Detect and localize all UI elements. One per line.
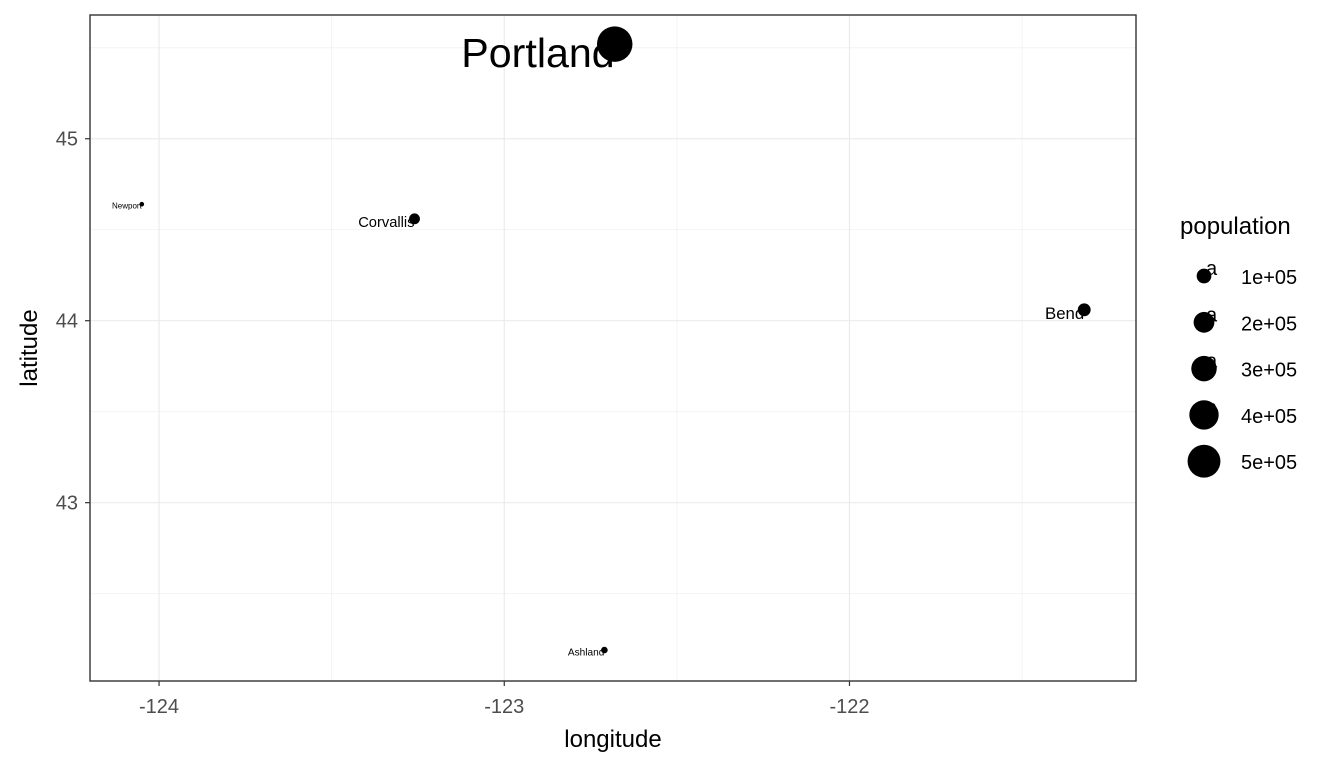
legend-key-glyph: a xyxy=(1206,258,1218,280)
legend-entry-label: 3e+05 xyxy=(1241,360,1297,382)
x-axis-ticks: -124 -123 -122 xyxy=(139,681,869,718)
grid-lines xyxy=(90,15,1136,681)
data-points xyxy=(139,26,1091,654)
legend-key-circle xyxy=(1187,444,1221,478)
y-axis-ticks: 43 44 45 xyxy=(56,129,90,515)
legend-entry-label: 1e+05 xyxy=(1241,267,1297,289)
y-tick-label: 45 xyxy=(56,129,78,151)
point-label: Newport xyxy=(112,202,143,211)
x-tick-label: -123 xyxy=(484,696,524,718)
legend-key-glyph: a xyxy=(1206,397,1218,419)
point-label: Bend xyxy=(1045,304,1084,323)
data-point xyxy=(596,26,633,62)
panel-border xyxy=(89,14,1137,682)
legend-key-circle xyxy=(1196,268,1212,284)
legend-key-circle xyxy=(1193,311,1215,333)
legend-key-glyph: a xyxy=(1206,351,1218,373)
point-label: Ashland xyxy=(568,648,604,659)
x-tick-label: -124 xyxy=(139,696,179,718)
legend-key-circle xyxy=(1191,355,1217,382)
data-point xyxy=(139,201,145,207)
y-tick-label: 44 xyxy=(56,311,78,333)
x-axis-title: longitude xyxy=(564,726,661,753)
legend-key-glyph: a xyxy=(1206,304,1218,326)
data-point xyxy=(601,646,608,654)
point-labels: Portland Corvallis Newport Bend Ashland xyxy=(112,30,1084,659)
legend-entry-label: 5e+05 xyxy=(1241,452,1297,474)
legend-entry-label: 2e+05 xyxy=(1241,313,1297,335)
data-point xyxy=(409,213,420,225)
size-legend: population a 1e+05 a 2e+05 a 3e+05 a 4e+05 a 5e+0… xyxy=(1180,213,1297,478)
y-tick-label: 43 xyxy=(56,493,78,515)
legend-entry-label: 4e+05 xyxy=(1241,406,1297,428)
point-label: Corvallis xyxy=(358,215,414,231)
x-tick-label: -122 xyxy=(829,696,869,718)
legend-key-glyph: a xyxy=(1206,443,1218,465)
legend-key-circle xyxy=(1189,400,1219,430)
y-axis-title: latitude xyxy=(16,309,43,386)
legend-title: population xyxy=(1180,213,1291,240)
data-point xyxy=(1077,303,1091,317)
point-label: Portland xyxy=(461,30,614,76)
